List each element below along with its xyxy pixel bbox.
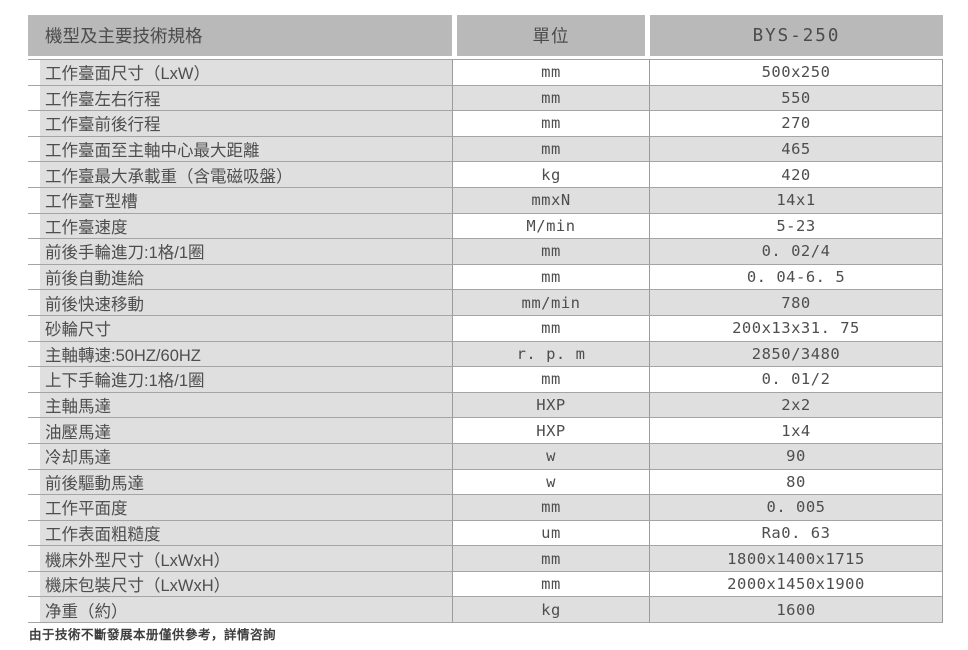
cell-unit: mm <box>452 571 650 597</box>
table-row: 前後快速移動 mm/min 780 <box>28 290 943 316</box>
cell-label: 冷却馬達 <box>28 443 452 469</box>
cell-label: 工作臺速度 <box>28 213 452 239</box>
footnote: 由于技術不斷發展本册僅供參考，詳情咨詢 <box>29 628 277 642</box>
cell-label: 工作臺面尺寸（LxW） <box>28 60 452 85</box>
table-row: 工作平面度 mm 0. 005 <box>28 495 943 521</box>
cell-label: 工作表面粗糙度 <box>28 520 452 546</box>
cell-label: 主軸轉速:50HZ/60HZ <box>28 341 452 367</box>
cell-value: 500x250 <box>650 60 943 85</box>
header-model: BYS-250 <box>650 15 943 56</box>
cell-label: 砂輪尺寸 <box>28 315 452 341</box>
cell-unit: mm/min <box>452 290 650 315</box>
table-row: 冷却馬達 w 90 <box>28 443 943 470</box>
table-row: 油壓馬達 HXP 1x4 <box>28 418 943 444</box>
cell-label: 工作臺T型槽 <box>28 187 452 213</box>
table-row: 主軸轉速:50HZ/60HZ r. p. m 2850/3480 <box>28 341 943 368</box>
cell-value: 0. 04-6. 5 <box>650 264 943 290</box>
table-row: 工作臺左右行程 mm 550 <box>28 85 943 112</box>
cell-label: 工作平面度 <box>28 495 452 520</box>
cell-label: 前後手輪進刀:1格/1圈 <box>28 239 452 264</box>
cell-label: 净重（約） <box>28 597 452 623</box>
cell-value: 780 <box>650 290 943 315</box>
cell-value: 465 <box>650 136 943 162</box>
cell-label: 工作臺面至主軸中心最大距離 <box>28 136 452 162</box>
cell-value: 0. 02/4 <box>650 239 943 264</box>
table-row: 前後手輪進刀:1格/1圈 mm 0. 02/4 <box>28 239 943 265</box>
cell-unit: w <box>452 443 650 469</box>
table-row: 上下手輪進刀:1格/1圈 mm 0. 01/2 <box>28 367 943 393</box>
table-row: 機床包裝尺寸（LxWxH） mm 2000x1450x1900 <box>28 571 943 598</box>
cell-label: 工作臺最大承載重（含電磁吸盤） <box>28 162 452 187</box>
cell-value: 80 <box>650 469 943 495</box>
header-spec-title: 機型及主要技術規格 <box>28 15 452 56</box>
cell-value: 2x2 <box>650 392 943 418</box>
cell-unit: mm <box>452 111 650 136</box>
cell-value: 2000x1450x1900 <box>650 571 943 597</box>
header-unit: 單位 <box>457 15 645 56</box>
spec-table: 機型及主要技術規格 單位 BYS-250 工作臺面尺寸（LxW） mm 500x25… <box>28 15 943 624</box>
cell-value: 200x13x31. 75 <box>650 315 943 341</box>
cell-unit: mm <box>452 85 650 111</box>
cell-value: 5-23 <box>650 213 943 239</box>
cell-unit: HXP <box>452 392 650 418</box>
spec-rows: 工作臺面尺寸（LxW） mm 500x250 工作臺左右行程 mm 550 工作臺前後行程 m… <box>28 59 943 624</box>
cell-label: 前後快速移動 <box>28 290 452 315</box>
cell-unit: um <box>452 520 650 546</box>
table-row: 砂輪尺寸 mm 200x13x31. 75 <box>28 315 943 342</box>
cell-label: 機床包裝尺寸（LxWxH） <box>28 571 452 597</box>
cell-label: 工作臺前後行程 <box>28 111 452 136</box>
cell-value: 1600 <box>650 597 943 623</box>
table-row: 工作臺最大承載重（含電磁吸盤） kg 420 <box>28 162 943 188</box>
cell-unit: mm <box>452 60 650 85</box>
cell-label: 前後自動進給 <box>28 264 452 290</box>
cell-unit: mmxN <box>452 187 650 213</box>
cell-value: 1x4 <box>650 418 943 443</box>
cell-label: 上下手輪進刀:1格/1圈 <box>28 367 452 392</box>
cell-unit: mm <box>452 136 650 162</box>
table-row: 工作表面粗糙度 um Ra0. 63 <box>28 520 943 547</box>
table-row: 工作臺速度 M/min 5-23 <box>28 213 943 240</box>
table-row: 净重（約） kg 1600 <box>28 597 943 624</box>
cell-value: 90 <box>650 443 943 469</box>
cell-value: 0. 01/2 <box>650 367 943 392</box>
cell-label: 工作臺左右行程 <box>28 85 452 111</box>
cell-value: 550 <box>650 85 943 111</box>
cell-unit: mm <box>452 315 650 341</box>
cell-unit: mm <box>452 239 650 264</box>
cell-value: 14x1 <box>650 187 943 213</box>
cell-value: 420 <box>650 162 943 187</box>
cell-label: 前後驅動馬達 <box>28 469 452 495</box>
cell-unit: w <box>452 469 650 495</box>
cell-unit: kg <box>452 597 650 623</box>
cell-unit: r. p. m <box>452 341 650 367</box>
cell-label: 主軸馬達 <box>28 392 452 418</box>
cell-unit: mm <box>452 495 650 520</box>
table-row: 前後驅動馬達 w 80 <box>28 469 943 496</box>
cell-value: 0. 005 <box>650 495 943 520</box>
table-row: 工作臺面尺寸（LxW） mm 500x250 <box>28 60 943 86</box>
cell-label: 機床外型尺寸（LxWxH） <box>28 546 452 571</box>
cell-value: 270 <box>650 111 943 136</box>
table-row: 工作臺面至主軸中心最大距離 mm 465 <box>28 136 943 163</box>
table-row: 工作臺前後行程 mm 270 <box>28 111 943 137</box>
cell-unit: kg <box>452 162 650 187</box>
cell-unit: M/min <box>452 213 650 239</box>
cell-value: 2850/3480 <box>650 341 943 367</box>
cell-unit: mm <box>452 367 650 392</box>
table-header-row: 機型及主要技術規格 單位 BYS-250 <box>28 15 943 56</box>
cell-value: 1800x1400x1715 <box>650 546 943 571</box>
cell-unit: HXP <box>452 418 650 443</box>
cell-value: Ra0. 63 <box>650 520 943 546</box>
cell-unit: mm <box>452 546 650 571</box>
cell-unit: mm <box>452 264 650 290</box>
table-row: 主軸馬達 HXP 2x2 <box>28 392 943 419</box>
cell-label: 油壓馬達 <box>28 418 452 443</box>
table-row: 工作臺T型槽 mmxN 14x1 <box>28 187 943 214</box>
table-row: 機床外型尺寸（LxWxH） mm 1800x1400x1715 <box>28 546 943 572</box>
table-row: 前後自動進給 mm 0. 04-6. 5 <box>28 264 943 291</box>
